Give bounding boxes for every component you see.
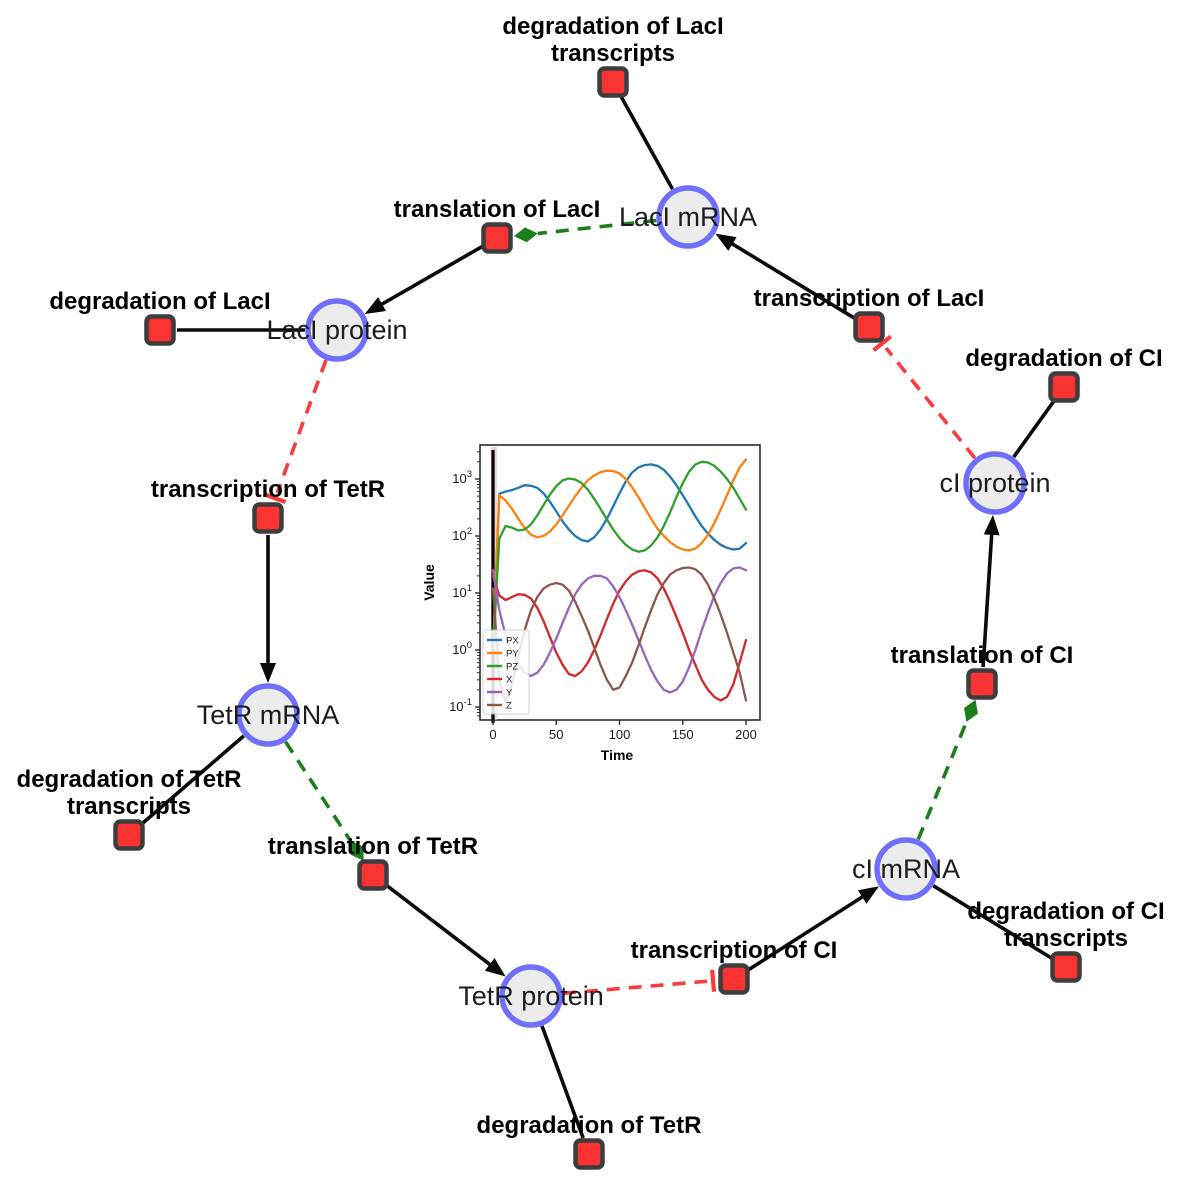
reaction-node-degradation-of-laci <box>144 314 176 346</box>
reaction-label-degradation-of-laci-transcripts-line2: transcripts <box>551 40 675 67</box>
edge-modifier-ci-mrna-to-translation-of-ci-diamond-icon <box>964 699 978 722</box>
edge-product-translation-of-tetr-to-tetr-protein <box>385 883 494 968</box>
plot-x-tick-label: 0 <box>489 727 496 742</box>
species-node-laci-mrna <box>656 185 720 249</box>
plot-x-tick-label: 100 <box>609 727 631 742</box>
labels-layer: LacI mRNA LacI protein cI protein TetR mRNA… <box>17 13 1165 1139</box>
edge-product-translation-of-laci-to-laci-protein <box>378 244 484 308</box>
plot-series-z <box>491 566 748 704</box>
plot-y-tick-label: 10-1 <box>449 697 472 714</box>
legend-label-z: Z <box>506 701 512 712</box>
plot-series-x <box>491 569 748 702</box>
edge-inhibitor-laci-protein-to-transcription-of-tetr-tbar-icon <box>264 492 287 505</box>
species-label-ci-protein: cI protein <box>939 468 1050 498</box>
edge-product-transcription-of-ci-to-ci-mrna <box>747 893 866 972</box>
species-label-ci-mrna: cI mRNA <box>852 854 960 884</box>
edge-modifier-tetr-mrna-to-translation-of-tetr-diamond-icon <box>350 840 364 861</box>
reaction-node-translation-of-ci <box>966 668 998 700</box>
reaction-label-transcription-of-laci-line1: transcription of LacI <box>754 285 985 312</box>
reaction-label-degradation-of-tetr-transcripts-line2: transcripts <box>67 793 191 820</box>
reaction-label-degradation-of-laci-line1: degradation of LacI <box>49 288 270 315</box>
reaction-node-transcription-of-tetr <box>252 502 284 534</box>
reaction-node-degradation-of-tetr <box>573 1138 605 1170</box>
species-node-ci-protein <box>963 451 1027 515</box>
reaction-node-translation-of-tetr <box>357 859 389 891</box>
species-node-ci-mrna <box>874 837 938 901</box>
reaction-label-translation-of-tetr-line1: translation of TetR <box>268 833 478 860</box>
species-label-tetr-mrna: TetR mRNA <box>197 700 340 730</box>
species-node-tetr-protein <box>499 964 563 1028</box>
edge-product-translation-of-ci-to-ci-protein <box>981 531 994 668</box>
edge-reactant-tetr-mrna-to-degradation-of-tetr-transcripts <box>140 734 245 826</box>
reaction-node-degradation-of-ci <box>1048 371 1080 403</box>
reaction-label-degradation-of-ci-transcripts-line1: degradation of CI <box>967 898 1164 925</box>
species-node-laci-protein <box>305 298 369 362</box>
inset-plot: 0 50 100 150 200 10-1 100 101 102 103 Time Value PX P… <box>421 444 761 763</box>
plot-y-tick-label: 102 <box>452 526 472 543</box>
edge-product-transcription-of-laci-to-laci-mrna-arrowhead-icon <box>715 233 737 251</box>
plot-y-axis-label: Value <box>421 564 437 601</box>
reaction-label-translation-of-ci-line1: translation of CI <box>891 642 1074 669</box>
edge-inhibitor-tetr-protein-to-transcription-of-ci <box>562 979 708 996</box>
reaction-label-transcription-of-ci-line1: transcription of CI <box>631 937 838 964</box>
reaction-label-transcription-of-tetr-line1: transcription of TetR <box>151 476 385 503</box>
plot-series-px <box>491 463 748 652</box>
legend-label-y: Y <box>506 688 513 699</box>
legend-label-x: X <box>506 675 513 686</box>
reaction-label-degradation-of-laci-transcripts-line1: degradation of LacI <box>502 13 723 40</box>
legend-label-pz: PZ <box>506 662 518 673</box>
reaction-node-transcription-of-ci <box>718 963 750 995</box>
species-label-laci-protein: LacI protein <box>266 315 407 345</box>
reaction-node-degradation-of-ci-transcripts <box>1050 951 1082 983</box>
species-label-laci-mrna: LacI mRNA <box>619 202 757 232</box>
edge-inhibitor-laci-protein-to-transcription-of-tetr <box>275 359 328 494</box>
legend-label-py: PY <box>506 649 519 660</box>
plot-series-pz <box>491 460 748 652</box>
edges-layer <box>140 95 1056 1139</box>
reaction-node-translation-of-laci <box>481 222 513 254</box>
edge-product-translation-of-laci-to-laci-protein-arrowhead-icon <box>364 297 387 315</box>
legend-label-px: PX <box>506 636 519 647</box>
edge-modifier-tetr-mrna-to-translation-of-tetr <box>284 740 353 842</box>
plot-x-axis-label: Time <box>601 747 634 763</box>
edge-modifier-laci-mrna-to-translation-of-laci-diamond-icon <box>513 227 538 243</box>
plot-x-tick-label: 150 <box>672 727 694 742</box>
reaction-node-degradation-of-tetr-transcripts <box>113 819 145 851</box>
edge-inhibitor-ci-protein-to-transcription-of-laci-tbar-icon <box>872 334 893 352</box>
reaction-node-transcription-of-laci <box>853 311 885 343</box>
reaction-label-degradation-of-tetr-transcripts-line1: degradation of TetR <box>17 766 242 793</box>
edge-product-translation-of-ci-to-ci-protein-arrowhead-icon <box>983 514 1000 536</box>
edge-reactant-ci-protein-to-degradation-of-ci <box>1012 399 1056 459</box>
species-label-tetr-protein: TetR protein <box>458 981 604 1011</box>
species-node-tetr-mrna <box>236 683 300 747</box>
edge-product-transcription-of-ci-to-ci-mrna-arrowhead-icon <box>857 886 880 904</box>
plot-x-tick-label: 200 <box>735 727 757 742</box>
edge-product-transcription-of-tetr-to-tetr-mrna-arrowhead-icon <box>260 663 276 683</box>
edge-product-translation-of-tetr-to-tetr-protein-arrowhead-icon <box>484 958 506 977</box>
reaction-label-degradation-of-ci-line1: degradation of CI <box>965 345 1162 372</box>
plot-series-y <box>491 566 748 694</box>
edge-reactant-ci-mrna-to-degradation-of-ci-transcripts <box>932 884 1053 960</box>
reaction-label-degradation-of-tetr-line1: degradation of TetR <box>477 1112 702 1139</box>
edge-product-transcription-of-laci-to-laci-mrna <box>728 240 856 320</box>
reaction-label-translation-of-laci-line1: translation of LacI <box>394 196 601 223</box>
plot-series-py <box>491 458 748 652</box>
edge-reactant-tetr-protein-to-degradation-of-tetr <box>540 1025 585 1139</box>
plot-y-tick-label: 103 <box>452 469 472 486</box>
reaction-label-degradation-of-ci-transcripts-line2: transcripts <box>1004 925 1128 952</box>
edge-inhibitor-ci-protein-to-transcription-of-laci <box>884 346 977 460</box>
plot-y-tick-label: 100 <box>452 640 472 657</box>
reaction-node-degradation-of-laci-transcripts <box>597 66 629 98</box>
plot-y-tick-label: 101 <box>452 583 472 600</box>
edge-inhibitor-tetr-protein-to-transcription-of-ci-tbar-icon <box>710 969 717 992</box>
plot-x-tick-label: 50 <box>549 727 563 742</box>
edge-modifier-laci-mrna-to-translation-of-laci <box>537 218 657 236</box>
nodes-layer <box>113 66 1082 1170</box>
edge-modifier-ci-mrna-to-translation-of-ci <box>916 721 969 841</box>
edge-reactant-laci-mrna-to-degradation-of-laci-transcripts <box>619 95 675 190</box>
